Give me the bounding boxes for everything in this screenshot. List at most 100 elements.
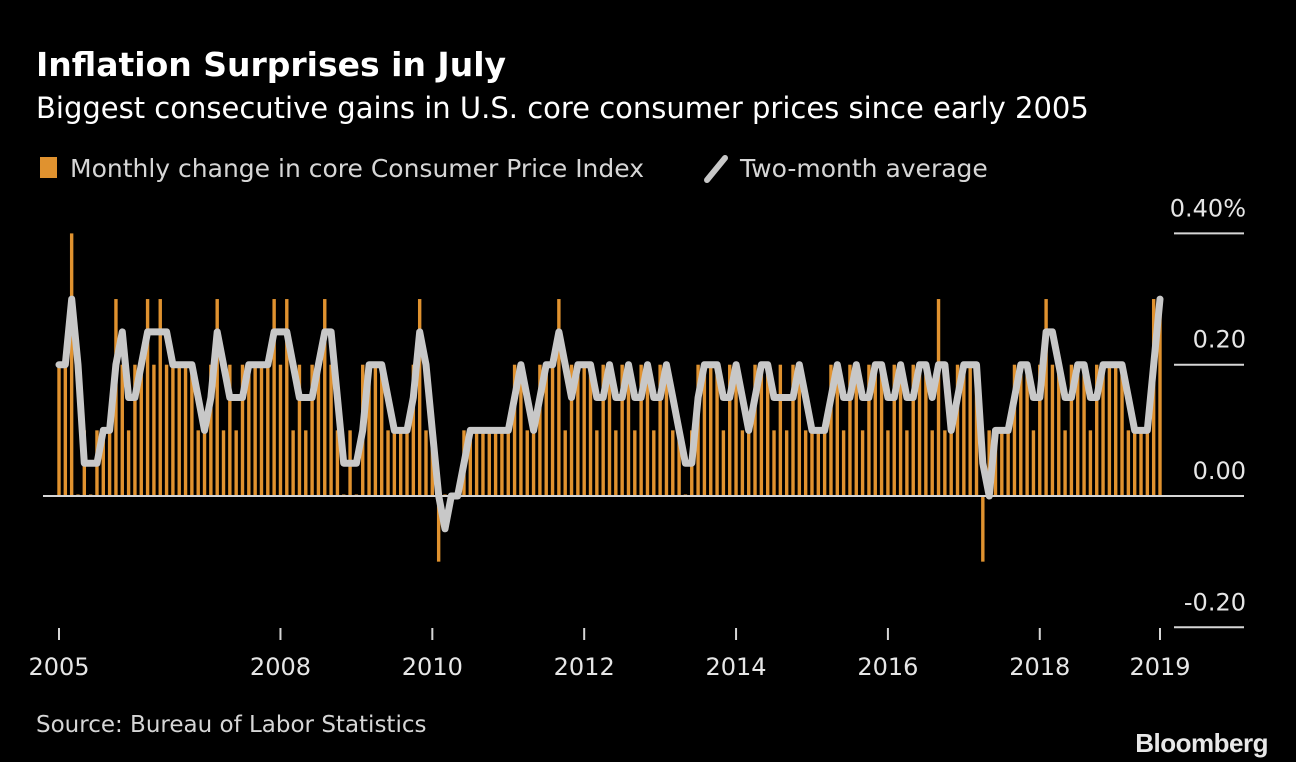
bar bbox=[728, 364, 732, 496]
bar bbox=[57, 364, 61, 496]
bar bbox=[841, 430, 846, 496]
chart-subtitle: Biggest consecutive gains in U.S. core c… bbox=[36, 91, 1089, 125]
bar bbox=[373, 364, 378, 496]
bar bbox=[177, 364, 181, 496]
bar bbox=[139, 364, 143, 496]
y-axis-labels: 0.40% 0.20 0.00 -0.20 bbox=[1170, 194, 1246, 616]
bar bbox=[835, 364, 839, 496]
bar bbox=[614, 430, 618, 496]
bar bbox=[588, 364, 593, 496]
bar bbox=[639, 364, 643, 496]
bar bbox=[1012, 364, 1017, 496]
bar bbox=[474, 430, 479, 496]
bar bbox=[215, 299, 219, 496]
bar bbox=[772, 430, 776, 496]
bar bbox=[101, 430, 105, 496]
bar bbox=[1069, 364, 1074, 496]
bar bbox=[253, 364, 257, 496]
bar-series bbox=[57, 233, 1162, 562]
bar bbox=[569, 364, 574, 496]
bar bbox=[1107, 364, 1112, 496]
bar bbox=[126, 430, 131, 496]
bar bbox=[1082, 364, 1086, 496]
x-tick-label: 2018 bbox=[1009, 653, 1070, 681]
bar bbox=[63, 364, 68, 496]
bar bbox=[405, 430, 409, 496]
bar bbox=[892, 364, 896, 496]
chart-title: Inflation Surprises in July bbox=[36, 45, 506, 84]
bar bbox=[297, 364, 302, 496]
bar bbox=[949, 430, 953, 496]
bar bbox=[259, 364, 264, 496]
bar bbox=[784, 430, 789, 496]
bar bbox=[645, 364, 650, 496]
bar bbox=[202, 430, 207, 496]
bar bbox=[778, 364, 783, 496]
bar bbox=[633, 430, 637, 496]
bar bbox=[791, 364, 795, 496]
bar bbox=[911, 364, 915, 496]
bar bbox=[519, 364, 523, 496]
bar bbox=[930, 430, 934, 496]
bar bbox=[1000, 430, 1004, 496]
bar bbox=[658, 364, 662, 496]
bar bbox=[145, 299, 150, 496]
x-tick-label: 2012 bbox=[554, 653, 615, 681]
bar bbox=[810, 430, 814, 496]
bar bbox=[304, 430, 308, 496]
bar bbox=[1088, 430, 1093, 496]
bar bbox=[316, 364, 321, 496]
bar bbox=[1120, 364, 1124, 496]
bar bbox=[164, 364, 169, 496]
bar bbox=[1114, 364, 1118, 496]
bar bbox=[107, 430, 112, 496]
legend-swatch-bars bbox=[40, 157, 57, 178]
bar bbox=[1132, 430, 1137, 496]
bar bbox=[1057, 364, 1061, 496]
bar bbox=[1006, 430, 1010, 496]
bar bbox=[500, 430, 504, 496]
bar bbox=[943, 430, 947, 496]
x-axis: 2005 2008 2010 2012 2014 2016 2018 2019 bbox=[28, 628, 1191, 681]
bar bbox=[493, 430, 498, 496]
bar bbox=[531, 430, 536, 496]
bar bbox=[1025, 364, 1029, 496]
bar bbox=[240, 364, 245, 496]
bar bbox=[310, 364, 314, 496]
bar bbox=[829, 364, 833, 496]
bar bbox=[544, 364, 548, 496]
bar bbox=[936, 299, 941, 496]
bar bbox=[1126, 430, 1131, 496]
bar bbox=[981, 496, 985, 562]
bar bbox=[272, 299, 276, 496]
y-tick-label: 0.40% bbox=[1170, 194, 1246, 222]
bar bbox=[158, 299, 162, 496]
bar bbox=[803, 430, 808, 496]
bar bbox=[436, 496, 441, 562]
x-tick-label: 2016 bbox=[857, 653, 918, 681]
bar bbox=[816, 430, 821, 496]
legend-label-line: Two-month average bbox=[739, 154, 988, 183]
bar bbox=[196, 430, 200, 496]
bar bbox=[1101, 364, 1105, 496]
bar bbox=[398, 430, 403, 496]
bar bbox=[487, 430, 491, 496]
x-tick-label: 2010 bbox=[402, 653, 463, 681]
source-note: Source: Bureau of Labor Statistics bbox=[36, 712, 426, 738]
bar bbox=[1063, 430, 1067, 496]
x-tick-label: 2005 bbox=[28, 653, 89, 681]
bar bbox=[380, 364, 384, 496]
bar bbox=[620, 364, 624, 496]
bar bbox=[759, 364, 764, 496]
x-tick-label: 2014 bbox=[706, 653, 767, 681]
bar bbox=[1019, 364, 1023, 496]
bar bbox=[1145, 430, 1150, 496]
bar bbox=[955, 364, 960, 496]
bar bbox=[740, 430, 745, 496]
bar bbox=[601, 364, 605, 496]
legend: Monthly change in core Consumer Price In… bbox=[40, 154, 988, 183]
bar bbox=[753, 364, 757, 496]
bar bbox=[854, 364, 858, 496]
bar bbox=[879, 364, 884, 496]
bar bbox=[335, 430, 340, 496]
